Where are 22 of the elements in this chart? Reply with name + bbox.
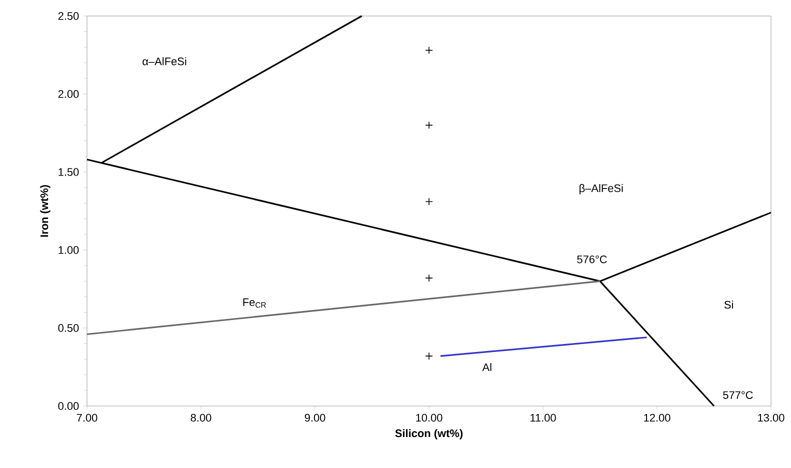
annotation: 576°C: [577, 255, 607, 264]
annotation: 577°C: [723, 391, 753, 399]
y-tick-label: 1.50: [58, 168, 79, 176]
x-tick-label: 7.00: [76, 414, 98, 422]
y-tick-label: 1.00: [58, 246, 79, 254]
annotation: α–AlFeSi: [142, 57, 186, 66]
y-tick-label: 0.00: [58, 402, 79, 410]
x-axis-title: Silicon (wt%): [395, 429, 463, 440]
x-tick-label: 9.00: [304, 414, 326, 422]
x-tick-label: 12.00: [644, 414, 670, 422]
y-axis-title: Iron (wt%): [40, 185, 50, 237]
x-tick-label: 10.00: [416, 414, 442, 422]
annotation: Al: [482, 363, 492, 371]
annotation: β–AlFeSi: [580, 184, 623, 194]
x-tick-label: 13.00: [758, 414, 784, 422]
annotation: Fe$_{CR}$: [243, 298, 266, 308]
x-tick-label: 8.00: [190, 414, 212, 422]
y-tick-label: 0.50: [58, 324, 79, 332]
y-tick-label: 2.50: [58, 12, 79, 20]
y-tick-label: 2.00: [58, 90, 79, 98]
x-tick-label: 11.00: [530, 414, 556, 422]
annotation: Si: [724, 300, 733, 309]
